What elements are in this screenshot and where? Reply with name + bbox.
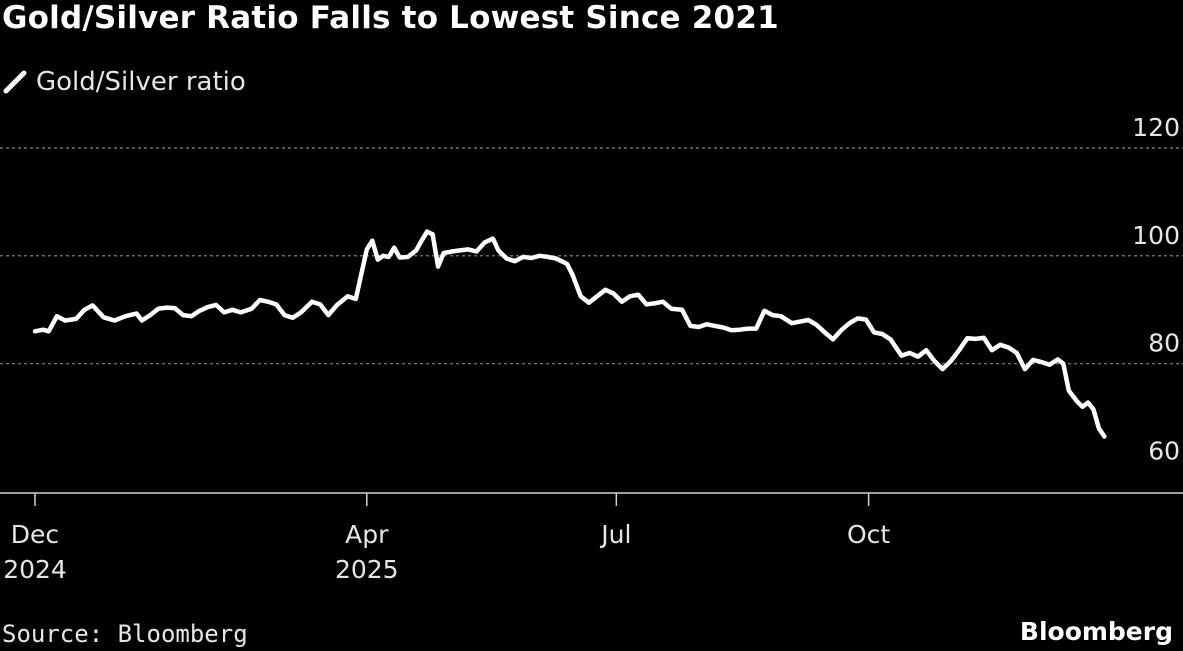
series-line-gold-silver-ratio — [32, 229, 1107, 439]
source-note: Source: Bloomberg — [2, 620, 248, 648]
y-tick-label-120: 120 — [1132, 113, 1180, 142]
x-tick-label-oct: Oct — [847, 520, 890, 549]
y-tick-label-60: 60 — [1148, 437, 1180, 466]
y-tick-label-100: 100 — [1132, 221, 1180, 250]
legend: Gold/Silver ratio — [2, 64, 246, 100]
x-tick-label-2025: 2025 — [335, 555, 399, 584]
x-tick-label-apr: Apr — [345, 520, 389, 549]
x-tick-label-jul: Jul — [599, 520, 631, 549]
chart-title: Gold/Silver Ratio Falls to Lowest Since … — [2, 0, 779, 36]
bloomberg-logo: Bloomberg — [1019, 617, 1173, 646]
x-tick-label-dec: Dec — [11, 520, 59, 549]
legend-line-swatch — [3, 70, 27, 94]
y-tick-label-80: 80 — [1148, 329, 1180, 358]
x-tick-label-2024: 2024 — [3, 555, 67, 584]
legend-label: Gold/Silver ratio — [36, 67, 246, 97]
